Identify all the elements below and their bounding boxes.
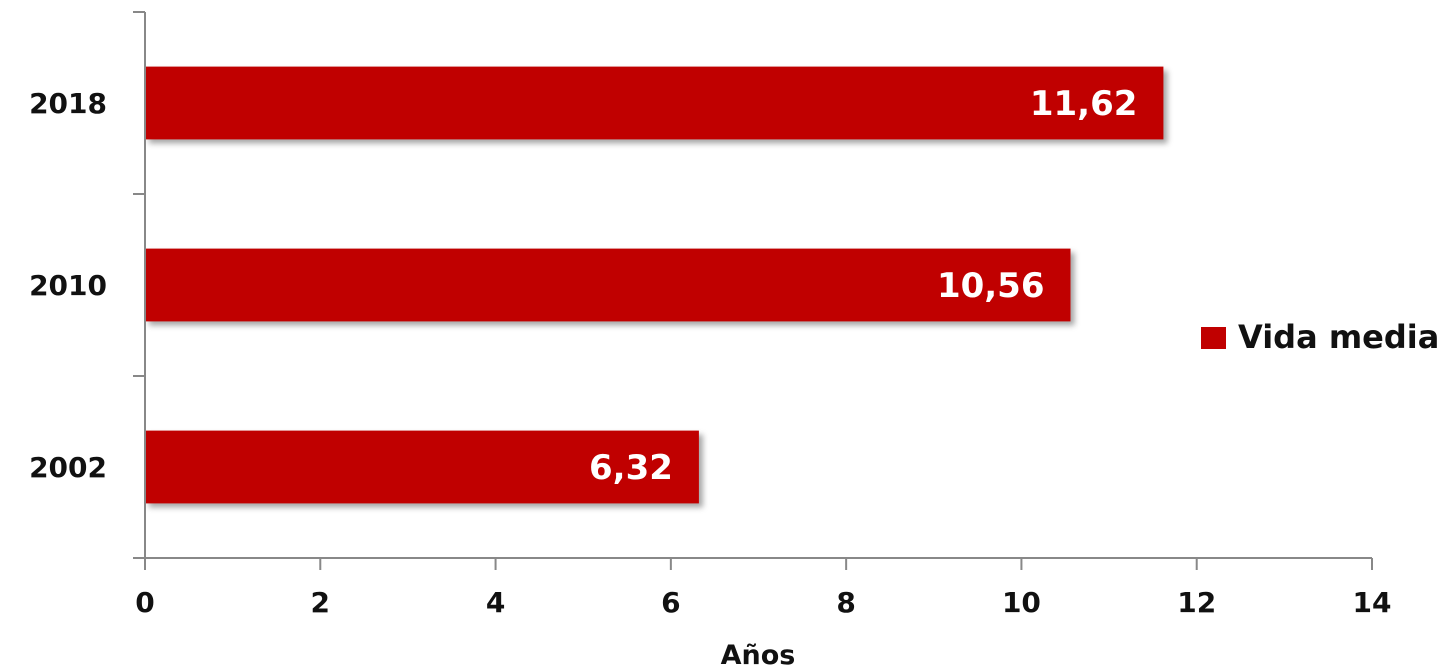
bar-2018 xyxy=(145,66,1164,140)
x-tick-label-14: 14 xyxy=(1353,586,1392,619)
labels-layer: 11,62 2018 10,56 2010 6,32 2002 0 2 4 6 8 10 12 14 xyxy=(29,84,1391,619)
x-tick-label-0: 0 xyxy=(135,586,154,619)
bar-2002 xyxy=(145,430,699,504)
data-label-2018: 11,62 xyxy=(1030,84,1138,124)
x-tick-label-4: 4 xyxy=(486,586,505,619)
x-tick-label-6: 6 xyxy=(661,586,680,619)
x-tick-label-2: 2 xyxy=(311,586,330,619)
data-label-2002: 6,32 xyxy=(589,448,673,488)
x-tick-label-12: 12 xyxy=(1177,586,1216,619)
legend-swatch xyxy=(1201,327,1226,349)
category-label-2010: 2010 xyxy=(29,269,107,302)
legend-label: Vida media xyxy=(1238,318,1439,356)
x-tick-label-8: 8 xyxy=(836,586,855,619)
bars-layer xyxy=(145,66,1164,504)
category-label-2018: 2018 xyxy=(29,87,107,120)
bar-2010 xyxy=(145,248,1071,322)
axes-layer xyxy=(133,11,1373,570)
category-label-2002: 2002 xyxy=(29,451,107,484)
legend: Vida media xyxy=(1201,318,1439,356)
data-label-2010: 10,56 xyxy=(937,266,1045,306)
x-axis-title: Años xyxy=(721,640,796,670)
x-tick-label-10: 10 xyxy=(1002,586,1041,619)
